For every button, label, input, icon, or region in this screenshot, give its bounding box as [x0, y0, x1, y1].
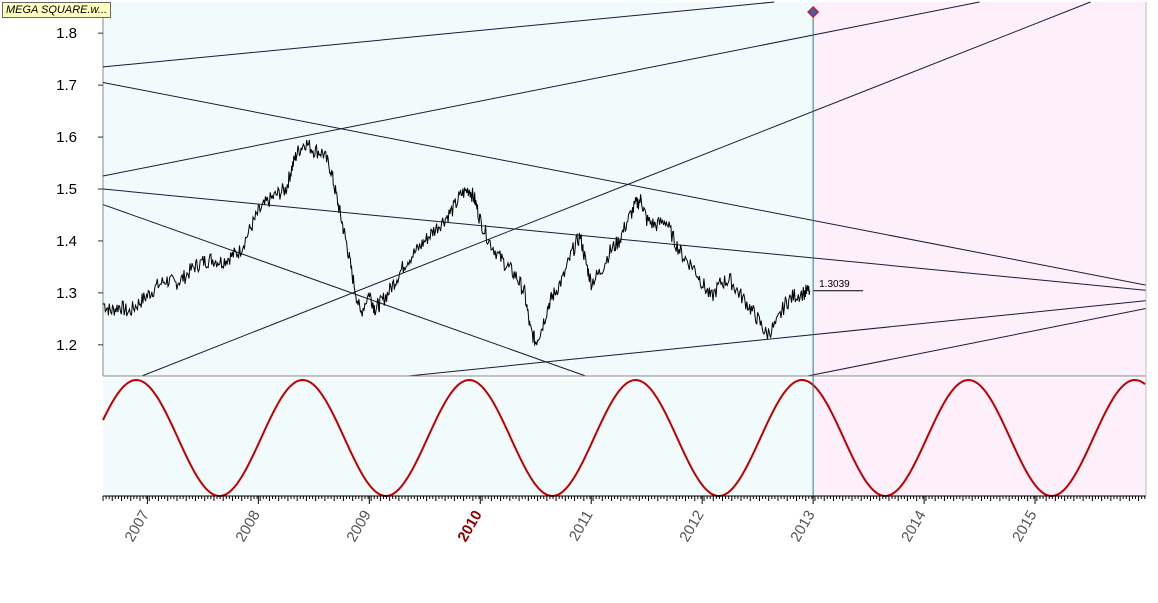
plot-background-future: [813, 2, 1146, 376]
trendline: [102, 188, 1147, 291]
x-tick-label: 2013: [787, 508, 818, 545]
indicator-badge[interactable]: MEGA SQUARE.w...: [2, 2, 112, 18]
y-tick-label: 1.3: [56, 285, 77, 302]
oscillator-background-future: [813, 378, 1146, 496]
trendline: [102, 82, 1147, 286]
trendline: [807, 307, 1147, 377]
trendline: [102, 204, 586, 377]
x-tick-label: 2008: [232, 508, 263, 545]
x-tick-label: 2009: [343, 508, 374, 545]
y-tick-label: 1.6: [56, 129, 77, 146]
trendlines: [102, 1, 1147, 377]
y-axis: 1.2 1.3 1.4 1.5 1.6 1.7 1.8: [56, 2, 104, 376]
x-tick-label: 2014: [898, 508, 929, 545]
y-tick-label: 1.2: [56, 337, 77, 354]
trendline: [408, 300, 1147, 377]
y-tick-label: 1.7: [56, 77, 77, 94]
x-tick-label: 2012: [676, 508, 707, 545]
x-axis: 2007 2008 2009 2010 2011 2012 2013 2014 2015: [102, 495, 1146, 545]
x-tick-label: 2007: [121, 508, 152, 545]
y-tick-label: 1.4: [56, 233, 77, 250]
price-series-line: [102, 139, 811, 346]
date-marker-handle[interactable]: [807, 5, 820, 19]
x-tick-label: 2010: [454, 508, 485, 545]
trendline: [102, 1, 775, 68]
oscillator-background-past: [103, 378, 814, 496]
x-tick-label: 2011: [566, 508, 597, 544]
trendline: [141, 1, 1091, 377]
x-tick-label: 2015: [1009, 508, 1040, 545]
plot-background-past: [103, 2, 814, 376]
last-value-label: 1.3039: [819, 279, 850, 290]
y-tick-label: 1.8: [56, 25, 77, 42]
y-tick-label: 1.5: [56, 181, 77, 198]
oscillator-sine-line: [102, 378, 1146, 498]
trendline: [102, 1, 980, 177]
